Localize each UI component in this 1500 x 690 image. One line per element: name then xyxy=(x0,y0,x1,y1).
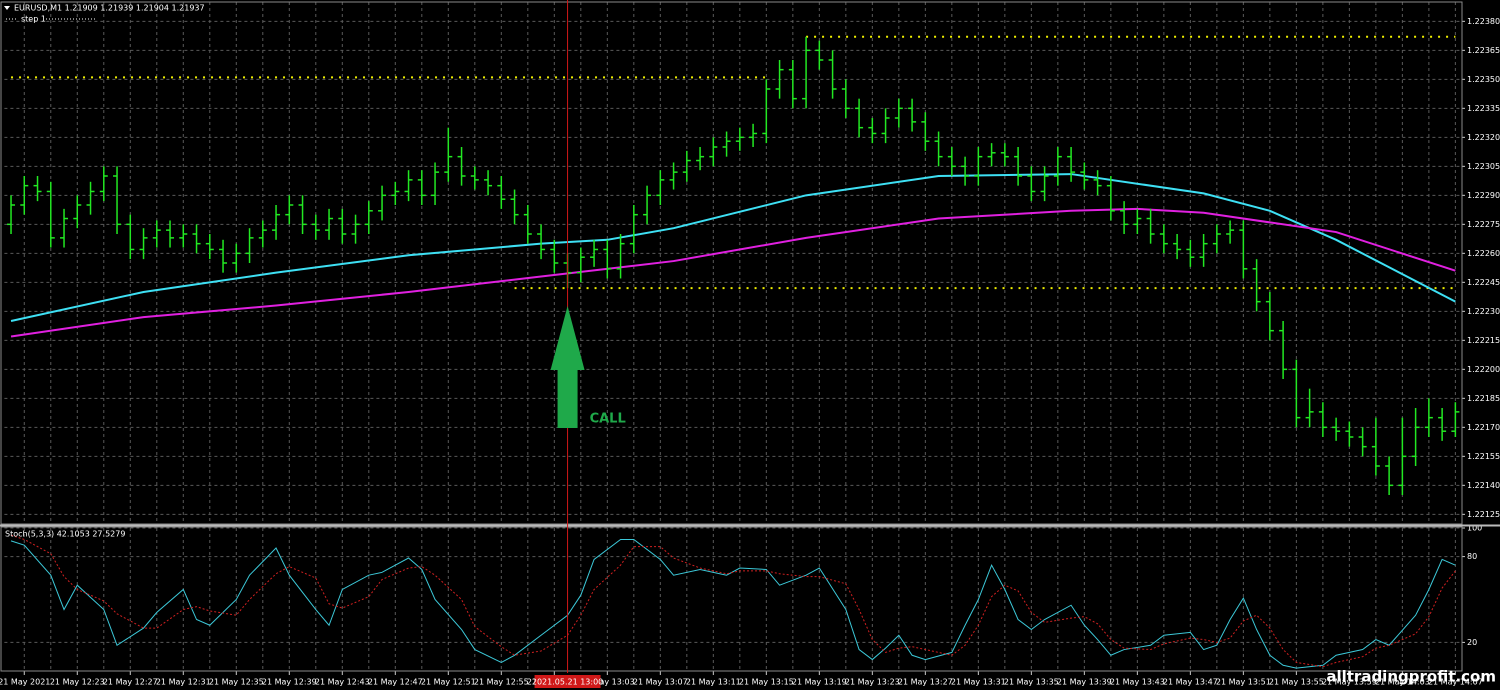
y-tick-label: 1.22305 xyxy=(1467,162,1500,171)
y-tick-label: 1.22170 xyxy=(1467,423,1500,432)
y-tick-label: 80 xyxy=(1467,552,1477,561)
x-tick-label: 21 May 12:23 xyxy=(50,678,105,687)
menu-icon xyxy=(4,6,10,10)
x-tick-label: 21 May 13:23 xyxy=(845,678,900,687)
y-tick-label: 100 xyxy=(1467,524,1482,533)
moving-average xyxy=(10,207,1456,338)
x-tick-label: 21 May 12:55 xyxy=(474,678,529,687)
x-tick-label: 21 May 13:27 xyxy=(898,678,953,687)
y-tick-label: 1.22275 xyxy=(1467,220,1500,229)
y-tick-label: 1.22380 xyxy=(1467,17,1500,26)
y-tick-label: 1.22185 xyxy=(1467,394,1500,403)
x-tick-label: 21 May 13:59 xyxy=(1322,678,1377,687)
x-tick-label: 21 May 12:35 xyxy=(209,678,264,687)
x-tick-label: 21 May 13:11 xyxy=(686,678,741,687)
y-tick-label: 1.22365 xyxy=(1467,46,1500,55)
y-tick-label: 1.22125 xyxy=(1467,510,1500,519)
x-tick-label: 21 May 13:35 xyxy=(1004,678,1059,687)
plot xyxy=(7,35,1460,669)
watermark: alltradingprofit.com xyxy=(1326,668,1496,686)
y-tick-label: 1.22350 xyxy=(1467,75,1500,84)
stoch-title: Stoch(5,3,3) 42.1053 27.5279 xyxy=(5,530,125,539)
x-tick-label: 21 May 13:51 xyxy=(1216,678,1271,687)
call-arrow xyxy=(550,306,585,428)
x-tick-label: 21 May 2021 xyxy=(0,678,50,687)
overlay: CALL 2021.05.21 13:00 xyxy=(532,0,626,688)
call-label: CALL xyxy=(590,412,626,427)
x-tick-label: 21 May 12:51 xyxy=(421,678,476,687)
x-tick-label: 21 May 13:39 xyxy=(1057,678,1112,687)
moving-average xyxy=(10,173,1456,322)
x-tick-label: 21 May 13:31 xyxy=(951,678,1006,687)
x-tick-label: 21 May 13:07 xyxy=(633,678,688,687)
chart-title: EURUSD,M1 1.21909 1.21939 1.21904 1.2193… xyxy=(14,4,205,13)
indicator-label: step 1 xyxy=(21,15,46,24)
y-tick-label: 1.22320 xyxy=(1467,133,1500,142)
y-tick-label: 1.22230 xyxy=(1467,307,1500,316)
time-label: 2021.05.21 13:00 xyxy=(532,678,603,687)
x-tick-label: 21 May 14:03 xyxy=(1375,678,1430,687)
x-tick-label: 21 May 12:43 xyxy=(315,678,370,687)
y-tick-label: 1.22215 xyxy=(1467,336,1500,345)
x-tick-label: 21 May 13:55 xyxy=(1269,678,1324,687)
x-tick-label: 21 May 13:19 xyxy=(792,678,847,687)
y-tick-label: 1.22155 xyxy=(1467,452,1500,461)
main-frame xyxy=(0,1,1463,525)
x-tick-label: 21 May 12:31 xyxy=(156,678,211,687)
y-tick-label: 1.22335 xyxy=(1467,104,1500,113)
x-tick-label: 21 May 14:07 xyxy=(1428,678,1483,687)
x-tick-label: 21 May 13:43 xyxy=(1110,678,1165,687)
x-tick-label: 21 May 13:03 xyxy=(580,678,635,687)
y-tick-label: 1.22140 xyxy=(1467,481,1500,490)
x-tick-label: 21 May 12:47 xyxy=(368,678,423,687)
x-tick-label: 21 May 12:39 xyxy=(262,678,317,687)
y-tick-label: 1.22200 xyxy=(1467,365,1500,374)
stoch-frame xyxy=(0,526,1463,672)
y-tick-label: 1.22245 xyxy=(1467,278,1500,287)
stoch-line xyxy=(10,534,1456,668)
y-tick-label: 1.22260 xyxy=(1467,249,1500,258)
y-tick-label: 1.22290 xyxy=(1467,191,1500,200)
x-tick-label: 21 May 13:47 xyxy=(1163,678,1218,687)
stoch-line xyxy=(10,538,1456,669)
x-tick-label: 21 May 13:15 xyxy=(739,678,794,687)
y-tick-label: 20 xyxy=(1467,638,1477,647)
x-tick-label: 21 May 12:27 xyxy=(103,678,158,687)
time-label-box xyxy=(534,675,601,688)
